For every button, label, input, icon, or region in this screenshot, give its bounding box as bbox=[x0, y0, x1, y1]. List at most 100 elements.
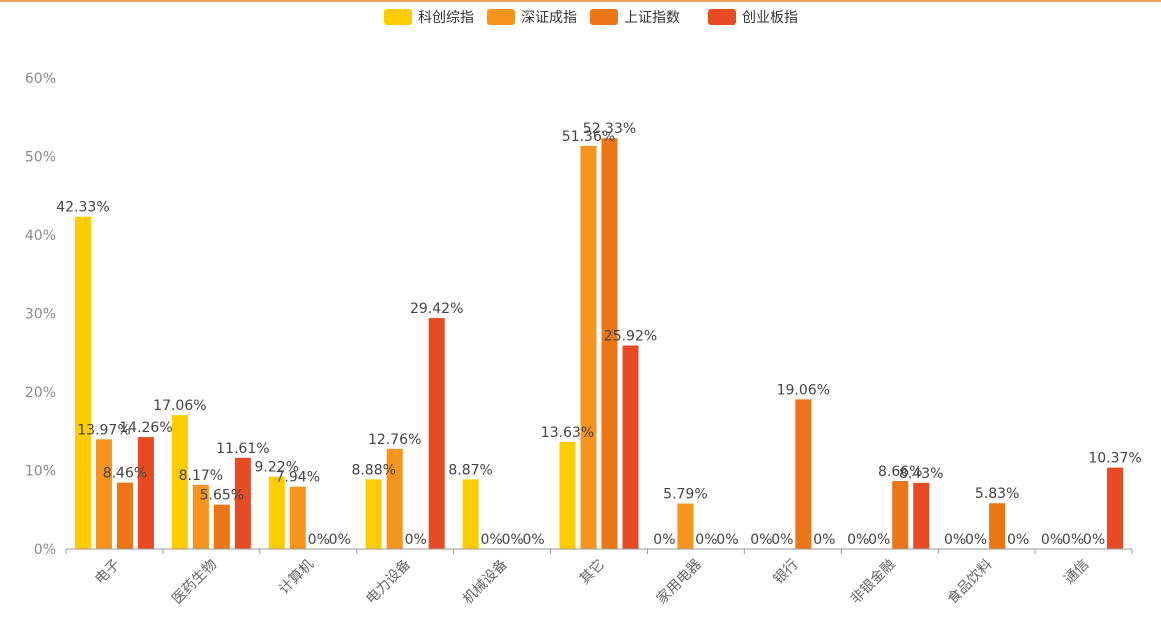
bar bbox=[622, 345, 639, 549]
data-label: 0% bbox=[847, 532, 869, 548]
bar bbox=[365, 479, 382, 549]
bars bbox=[74, 138, 1124, 549]
bar bbox=[795, 399, 812, 549]
x-category-label: 计算机 bbox=[276, 557, 317, 598]
data-label: 0% bbox=[522, 532, 544, 548]
data-label: 0% bbox=[750, 532, 772, 548]
bar bbox=[462, 479, 479, 549]
data-label: 0% bbox=[1007, 532, 1029, 548]
y-tick-label: 20% bbox=[25, 385, 56, 401]
x-category-label: 其它 bbox=[576, 556, 608, 588]
bar bbox=[171, 415, 188, 549]
bar bbox=[268, 476, 285, 549]
bar bbox=[137, 437, 154, 549]
y-axis: 0% 10% 20% 30% 40% 50% 60% bbox=[25, 71, 56, 558]
data-label: 8.87% bbox=[448, 462, 492, 478]
x-category-label: 机械设备 bbox=[459, 556, 511, 608]
data-label: 13.63% bbox=[541, 425, 594, 441]
data-label: 0% bbox=[1062, 532, 1084, 548]
bar bbox=[913, 482, 930, 549]
top-border bbox=[0, 0, 1161, 2]
bar bbox=[892, 481, 909, 549]
data-label: 0% bbox=[716, 532, 738, 548]
data-label: 8.88% bbox=[351, 462, 395, 478]
x-category-label: 银行 bbox=[771, 557, 802, 588]
legend-swatch bbox=[590, 9, 618, 25]
x-category-label: 医药生物 bbox=[169, 557, 220, 608]
bar bbox=[580, 145, 597, 549]
data-label: 51.36% bbox=[562, 129, 615, 145]
data-label: 5.65% bbox=[200, 488, 244, 504]
y-tick-label: 40% bbox=[25, 228, 56, 244]
data-label: 29.42% bbox=[410, 301, 463, 317]
data-label: 0% bbox=[1041, 532, 1063, 548]
data-label: 0% bbox=[944, 532, 966, 548]
legend-label: 深证成指 bbox=[521, 10, 577, 26]
bar bbox=[116, 482, 133, 549]
x-axis: 电子 医药生物 计算机 电力设备 机械设备 其它 家用电器 银行 非银金融 食品饮料 通信 bbox=[65, 548, 1133, 608]
data-label: 8.46% bbox=[103, 466, 147, 482]
data-label: 25.92% bbox=[604, 329, 657, 345]
data-label: 0% bbox=[1083, 532, 1105, 548]
y-tick-label: 0% bbox=[34, 542, 56, 558]
y-tick-label: 60% bbox=[25, 71, 56, 87]
data-label: 0% bbox=[813, 532, 835, 548]
data-label: 42.33% bbox=[56, 200, 109, 216]
data-label: 19.06% bbox=[777, 382, 830, 398]
bar bbox=[213, 504, 230, 549]
data-label: 52.33% bbox=[583, 121, 636, 137]
data-label: 8.43% bbox=[899, 466, 943, 482]
bar bbox=[95, 439, 112, 549]
bar bbox=[234, 457, 251, 549]
data-label: 0% bbox=[329, 532, 351, 548]
x-category-label: 食品饮料 bbox=[944, 556, 996, 608]
x-category-label: 家用电器 bbox=[653, 556, 705, 608]
legend-label: 科创综指 bbox=[418, 10, 474, 26]
data-label: 14.26% bbox=[119, 420, 172, 436]
data-label: 0% bbox=[695, 532, 717, 548]
bar bbox=[74, 216, 91, 549]
data-label: 5.79% bbox=[663, 487, 707, 503]
bar bbox=[1107, 467, 1124, 549]
data-label: 0% bbox=[308, 532, 330, 548]
data-label: 17.06% bbox=[153, 398, 206, 414]
data-label: 12.76% bbox=[368, 432, 421, 448]
data-label: 5.83% bbox=[975, 486, 1019, 502]
data-label: 0% bbox=[965, 532, 987, 548]
legend-label: 创业板指 bbox=[742, 10, 798, 26]
data-label: 10.37% bbox=[1088, 451, 1141, 467]
x-category-label: 通信 bbox=[1061, 557, 1092, 588]
bar bbox=[386, 448, 403, 549]
y-tick-label: 30% bbox=[25, 307, 56, 323]
legend-swatch bbox=[384, 9, 412, 25]
x-category-label: 非银金融 bbox=[848, 557, 899, 608]
legend: 科创综指 深证成指 上证指数 创业板指 bbox=[384, 9, 798, 26]
data-labels: 42.33% 13.97% 8.46% 14.26% 17.06% 8.17% 5.65% 1… bbox=[56, 121, 1141, 548]
data-label: 0% bbox=[405, 532, 427, 548]
legend-swatch bbox=[708, 9, 736, 25]
data-label: 9.22% bbox=[255, 460, 299, 476]
data-label: 0% bbox=[653, 532, 675, 548]
y-tick-label: 10% bbox=[25, 464, 56, 480]
y-tick-label: 50% bbox=[25, 150, 56, 166]
data-label: 13.97% bbox=[77, 422, 130, 438]
x-category-label: 电力设备 bbox=[362, 556, 414, 608]
bar bbox=[677, 503, 694, 549]
bar bbox=[289, 486, 306, 549]
data-label: 0% bbox=[771, 532, 793, 548]
data-label: 7.94% bbox=[276, 470, 320, 486]
bar bbox=[989, 503, 1006, 549]
data-label: 8.17% bbox=[179, 468, 223, 484]
data-label: 0% bbox=[480, 532, 502, 548]
bar bbox=[601, 138, 618, 549]
x-category-label: 电子 bbox=[92, 557, 123, 588]
bar bbox=[559, 442, 576, 549]
bar bbox=[428, 318, 445, 549]
data-label: 8.66% bbox=[878, 464, 922, 480]
legend-label: 上证指数 bbox=[624, 10, 680, 26]
data-label: 0% bbox=[501, 532, 523, 548]
legend-swatch bbox=[487, 9, 515, 25]
bar bbox=[192, 484, 209, 549]
data-label: 11.61% bbox=[216, 441, 269, 457]
